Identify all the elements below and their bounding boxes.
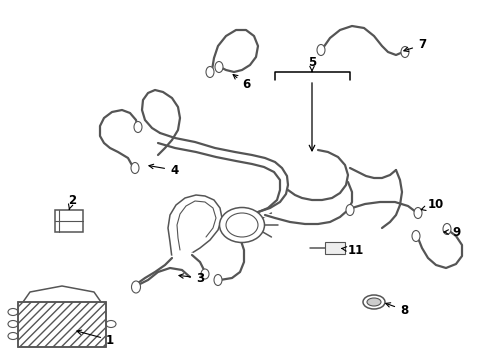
Ellipse shape: [363, 295, 385, 309]
Bar: [55, 210, 83, 232]
Ellipse shape: [206, 67, 214, 77]
Text: 4: 4: [149, 163, 178, 176]
Ellipse shape: [134, 122, 142, 132]
Text: 11: 11: [342, 243, 364, 256]
Ellipse shape: [131, 162, 139, 174]
Ellipse shape: [317, 45, 325, 55]
Text: 10: 10: [421, 198, 444, 211]
Ellipse shape: [220, 207, 265, 243]
Text: 6: 6: [233, 75, 250, 91]
Ellipse shape: [215, 62, 223, 72]
Text: 2: 2: [68, 194, 76, 210]
Ellipse shape: [412, 230, 420, 242]
Ellipse shape: [401, 46, 409, 58]
Ellipse shape: [346, 204, 354, 216]
Text: 1: 1: [77, 330, 114, 346]
Ellipse shape: [214, 274, 222, 285]
Ellipse shape: [131, 281, 141, 293]
Bar: [325, 242, 345, 254]
Ellipse shape: [201, 269, 209, 279]
Bar: [18, 302, 106, 347]
Ellipse shape: [226, 213, 258, 237]
Text: 5: 5: [308, 55, 316, 71]
Text: 9: 9: [444, 225, 460, 238]
Ellipse shape: [414, 207, 422, 219]
Ellipse shape: [443, 224, 451, 234]
Ellipse shape: [367, 298, 381, 306]
Text: 3: 3: [179, 271, 204, 284]
Bar: [18, 302, 106, 347]
Text: 7: 7: [404, 39, 426, 51]
Text: 8: 8: [386, 303, 408, 316]
